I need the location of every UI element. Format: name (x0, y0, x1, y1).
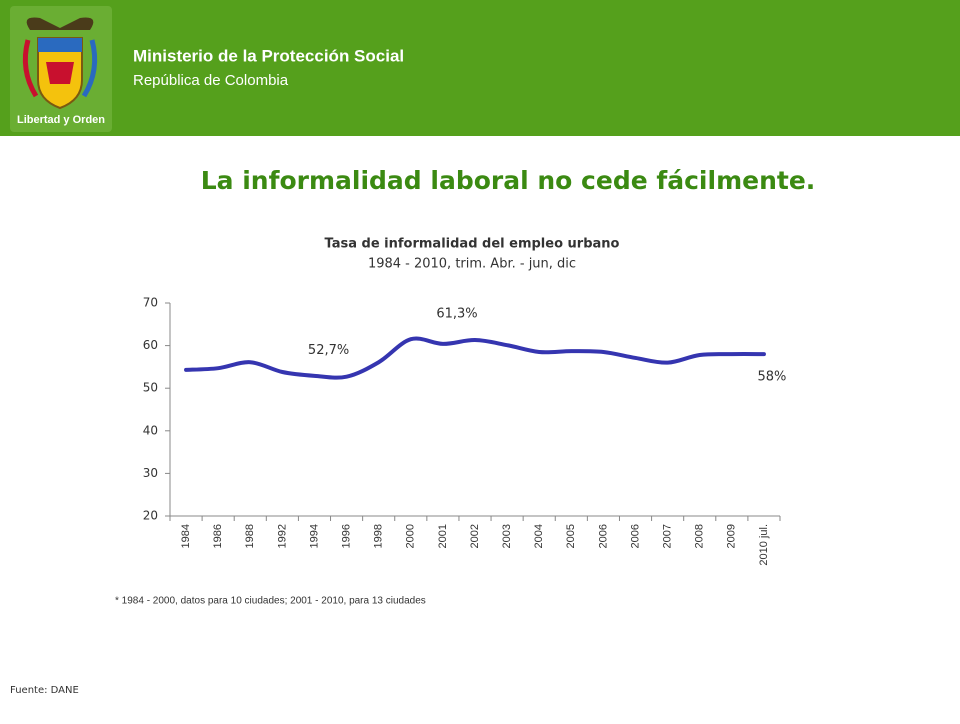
ministry-name: Ministerio de la Protección Social (133, 46, 404, 65)
x-tick-label: 2009 (726, 524, 738, 548)
x-tick-label: 1988 (244, 524, 256, 548)
x-tick-label: 1996 (340, 524, 352, 548)
x-tick-label: 2006 (597, 524, 609, 548)
y-tick-label: 70 (143, 296, 158, 310)
footnote: * 1984 - 2000, datos para 10 ciudades; 2… (115, 596, 426, 607)
x-tick-label: 2002 (469, 524, 481, 548)
source: Fuente: DANE (10, 685, 79, 696)
slide-title: La informalidad laboral no cede fácilmen… (201, 166, 816, 195)
x-tick-label: 1998 (373, 524, 385, 548)
y-tick-label: 40 (143, 423, 158, 437)
y-tick-label: 30 (143, 466, 158, 480)
y-tick-label: 60 (143, 338, 158, 352)
x-tick-label: 2003 (501, 524, 513, 548)
data-line (184, 336, 766, 380)
x-tick-label: 1984 (180, 524, 192, 548)
x-tick-label: 1986 (212, 524, 224, 548)
data-label: 52,7% (308, 343, 349, 358)
x-tick-label: 2000 (405, 524, 417, 548)
x-tick-label: 1994 (308, 524, 320, 548)
country-name: República de Colombia (133, 72, 289, 89)
x-tick-label: 2005 (565, 524, 577, 548)
logo: Libertad y Orden (10, 6, 112, 132)
y-tick-label: 20 (143, 509, 158, 523)
x-tick-label: 2007 (662, 524, 674, 548)
data-label: 58% (757, 370, 786, 385)
x-tick-label: 2010 jul. (758, 524, 770, 566)
header-bar (0, 0, 960, 136)
x-tick-label: 2004 (533, 524, 545, 548)
chart-title: Tasa de informalidad del empleo urbano (325, 237, 620, 252)
y-tick-label: 50 (143, 381, 158, 395)
chart-subtitle: 1984 - 2010, trim. Abr. - jun, dic (368, 257, 576, 272)
x-tick-label: 2008 (694, 524, 706, 548)
x-tick-label: 1992 (276, 524, 288, 548)
x-tick-label: 2006 (629, 524, 641, 548)
data-label: 61,3% (436, 307, 477, 322)
motto: Libertad y Orden (17, 114, 105, 126)
x-tick-label: 2001 (437, 524, 449, 548)
